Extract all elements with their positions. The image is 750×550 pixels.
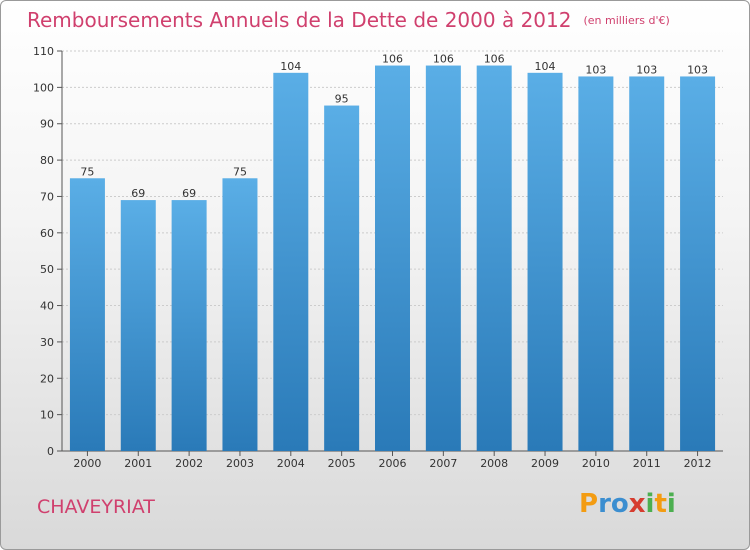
data-label: 104 [535,60,556,73]
data-label: 103 [585,63,606,76]
bars [69,65,716,452]
y-tick-label: 90 [40,118,54,131]
x-tick-label: 2010 [582,457,610,470]
logo-letter: i [666,489,676,519]
data-label: 75 [233,165,247,178]
bar [578,76,614,452]
chart-title-text: Remboursements Annuels de la Dette de 20… [27,8,572,32]
bar [324,105,360,451]
data-label: 106 [382,53,403,66]
x-tick-label: 2005 [328,457,356,470]
y-tick-label: 20 [40,372,54,385]
data-label: 69 [182,187,196,200]
x-tick-label: 2011 [633,457,661,470]
bar [273,72,309,452]
data-label: 103 [687,63,708,76]
y-tick-label: 0 [47,445,54,458]
bar [171,200,207,451]
y-tick-label: 30 [40,336,54,349]
x-tick-label: 2001 [124,457,152,470]
y-tick-label: 10 [40,409,54,422]
bar [375,65,410,451]
chart-unit-note: (en milliers d'€) [583,14,670,27]
bar [680,76,716,452]
x-tick-label: 2002 [175,457,203,470]
x-tick-label: 2000 [73,457,101,470]
logo-letter: o [610,489,629,519]
axes: 0 10 20 30 40 50 60 70 80 90 100 110 2000 2001 2002 200… [33,45,723,470]
y-tick-label: 40 [40,300,54,313]
y-tick-label: 110 [33,45,54,58]
data-label: 104 [280,60,301,73]
logo-letter: P [579,489,599,519]
commune-name: CHAVEYRIAT [37,496,155,518]
data-label: 106 [433,53,454,66]
y-tick-label: 70 [40,190,54,203]
bar [629,76,665,452]
data-label: 69 [131,187,145,200]
x-tick-label: 2009 [531,457,559,470]
y-tick-label: 100 [33,81,54,94]
y-tick-label: 50 [40,263,54,276]
data-label: 103 [636,63,657,76]
data-label: 106 [484,53,505,66]
x-tick-label: 2004 [277,457,305,470]
bar [425,65,461,451]
bar [222,178,258,452]
data-label: 95 [335,93,349,106]
bar [527,72,563,452]
x-tick-label: 2008 [480,457,508,470]
logo-letter: t [654,489,667,519]
data-label: 75 [80,165,94,178]
chart-title: Remboursements Annuels de la Dette de 20… [27,8,670,32]
logo-letter: x [628,489,646,519]
proxiti-logo: Proxiti [579,489,676,519]
x-tick-label: 2007 [429,457,457,470]
bar [120,200,156,451]
bar [69,178,105,452]
x-tick-label: 2012 [684,457,712,470]
bar [476,65,512,451]
y-tick-label: 60 [40,227,54,240]
value-labels: 75 69 69 75 104 95 106 106 106 104 103 103 103 [80,53,708,201]
x-tick-label: 2006 [379,457,407,470]
y-tick-label: 80 [40,154,54,167]
x-tick-label: 2003 [226,457,254,470]
logo-letter: r [598,489,611,519]
logo-letter: i [645,489,655,519]
